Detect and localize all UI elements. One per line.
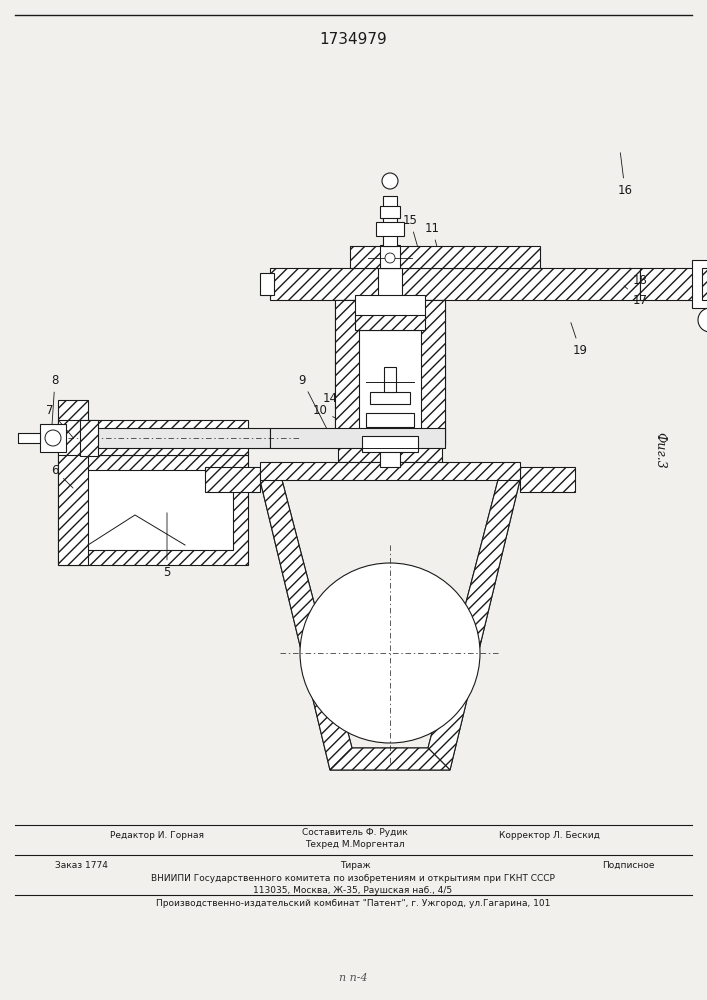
Bar <box>362 436 418 452</box>
Circle shape <box>385 253 395 263</box>
Bar <box>520 467 575 492</box>
Bar <box>353 300 427 445</box>
Text: 5: 5 <box>163 513 170 578</box>
Bar <box>370 392 410 404</box>
Bar <box>260 273 274 295</box>
Bar <box>421 300 445 445</box>
Circle shape <box>382 173 398 189</box>
Circle shape <box>300 563 480 743</box>
Bar <box>338 300 442 462</box>
Text: Составитель Ф. Рудик: Составитель Ф. Рудик <box>302 828 408 837</box>
Bar <box>40 424 66 452</box>
Text: Техред М.Моргентал: Техред М.Моргентал <box>305 840 405 849</box>
Text: 14: 14 <box>322 391 353 413</box>
Text: 6: 6 <box>51 464 73 488</box>
Text: Подписное: Подписное <box>602 861 655 870</box>
Bar <box>378 268 402 300</box>
Polygon shape <box>330 748 450 770</box>
Text: 113035, Москва, Ж-35, Раушская наб., 4/5: 113035, Москва, Ж-35, Раушская наб., 4/5 <box>253 886 452 895</box>
Text: 1734979: 1734979 <box>319 32 387 47</box>
Text: 16: 16 <box>617 153 633 196</box>
Circle shape <box>45 430 61 446</box>
Text: 10: 10 <box>312 403 342 422</box>
Text: 18: 18 <box>630 268 648 286</box>
Bar <box>73 470 233 550</box>
Text: 19: 19 <box>571 323 588 357</box>
Bar <box>205 467 260 492</box>
Text: Редактор И. Горная: Редактор И. Горная <box>110 831 204 840</box>
Bar <box>376 222 404 236</box>
Text: 12: 12 <box>327 582 368 637</box>
Text: Тираж: Тираж <box>339 861 370 870</box>
Text: Фиг.3: Фиг.3 <box>653 432 667 468</box>
Bar <box>270 428 445 448</box>
Bar <box>80 420 98 456</box>
Text: 8: 8 <box>50 373 59 452</box>
Bar <box>380 246 400 268</box>
Polygon shape <box>260 480 352 770</box>
Text: Заказ 1774: Заказ 1774 <box>55 861 108 870</box>
Bar <box>366 413 414 427</box>
Bar <box>88 428 270 448</box>
Bar <box>384 367 396 392</box>
Text: Производственно-издательский комбинат "Патент", г. Ужгород, ул.Гагарина, 101: Производственно-издательский комбинат "П… <box>156 899 550 908</box>
Bar <box>260 462 520 480</box>
Bar <box>702 268 707 300</box>
Bar <box>58 420 248 455</box>
Bar <box>355 315 425 330</box>
Text: Корректор Л. Бескид: Корректор Л. Бескид <box>499 831 600 840</box>
Polygon shape <box>428 480 520 770</box>
Text: ВНИИПИ Государственного комитета по изобретениям и открытиям при ГКНТ СССР: ВНИИПИ Государственного комитета по изоб… <box>151 874 555 883</box>
Bar <box>692 260 707 308</box>
Bar <box>355 295 425 320</box>
Text: 11: 11 <box>424 222 440 255</box>
Bar <box>335 300 445 445</box>
Bar <box>350 246 540 268</box>
Bar <box>383 196 397 246</box>
Polygon shape <box>260 480 520 770</box>
Bar <box>270 268 640 300</box>
Bar <box>640 268 700 300</box>
Bar <box>58 400 88 565</box>
Bar <box>360 298 420 330</box>
Bar <box>58 455 248 565</box>
Bar <box>335 300 359 445</box>
Bar <box>18 433 40 443</box>
Polygon shape <box>282 480 498 748</box>
Bar <box>380 245 400 467</box>
Text: 17: 17 <box>624 286 648 306</box>
Text: п п-4: п п-4 <box>339 973 368 983</box>
Bar <box>380 206 400 218</box>
Text: 9: 9 <box>298 373 329 433</box>
Circle shape <box>698 308 707 332</box>
Text: 7: 7 <box>46 403 74 438</box>
Text: 15: 15 <box>402 214 419 252</box>
